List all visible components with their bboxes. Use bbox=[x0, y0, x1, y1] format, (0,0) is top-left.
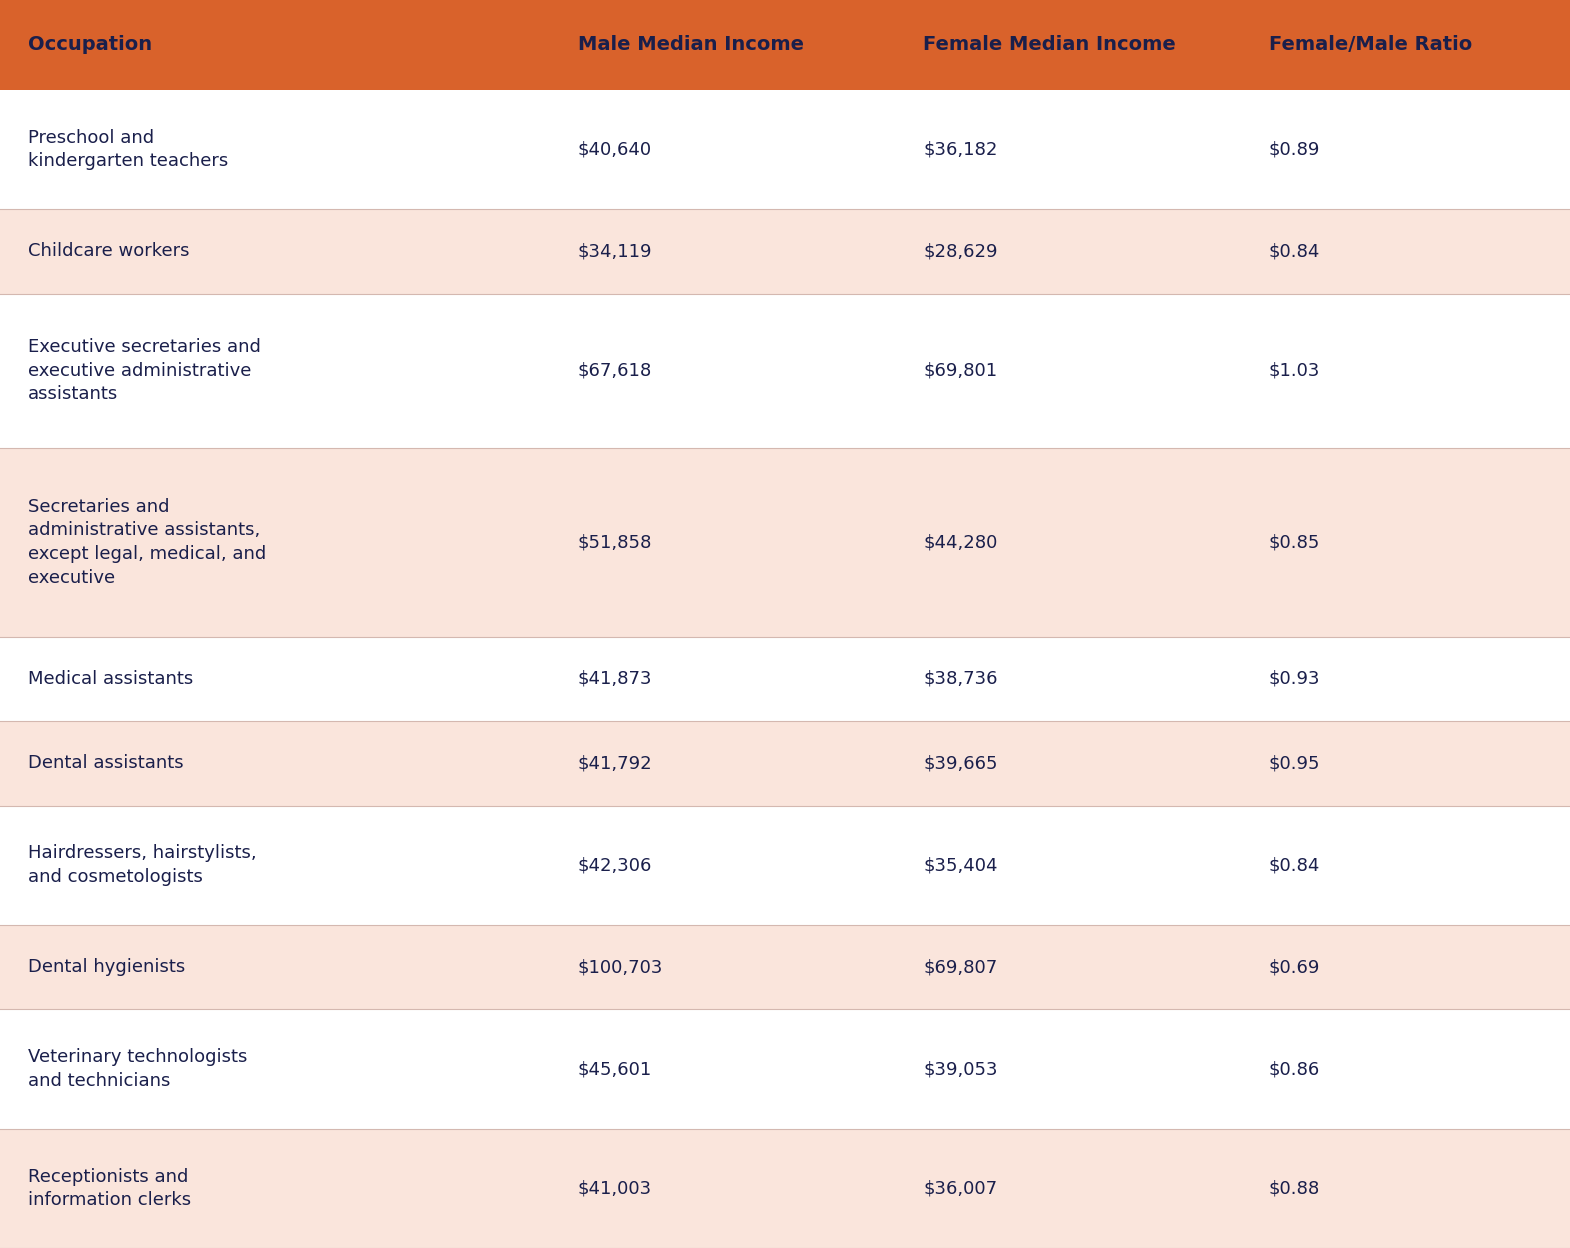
Text: $41,003: $41,003 bbox=[578, 1179, 652, 1197]
Text: Executive secretaries and
executive administrative
assistants: Executive secretaries and executive admi… bbox=[28, 338, 261, 403]
Bar bbox=[0, 806, 1570, 925]
Text: Female Median Income: Female Median Income bbox=[923, 35, 1176, 55]
Text: Secretaries and
administrative assistants,
except legal, medical, and
executive: Secretaries and administrative assistant… bbox=[28, 498, 267, 587]
Text: $0.84: $0.84 bbox=[1269, 856, 1320, 875]
Text: $34,119: $34,119 bbox=[578, 242, 652, 261]
Bar bbox=[0, 1128, 1570, 1248]
Text: Veterinary technologists
and technicians: Veterinary technologists and technicians bbox=[28, 1048, 248, 1090]
Text: $0.88: $0.88 bbox=[1269, 1179, 1320, 1197]
Text: $38,736: $38,736 bbox=[923, 670, 997, 688]
Bar bbox=[0, 925, 1570, 1010]
Bar bbox=[0, 1010, 1570, 1128]
Text: $36,007: $36,007 bbox=[923, 1179, 997, 1197]
Text: Dental assistants: Dental assistants bbox=[28, 754, 184, 773]
Text: $0.93: $0.93 bbox=[1269, 670, 1320, 688]
Bar bbox=[0, 636, 1570, 721]
Text: $45,601: $45,601 bbox=[578, 1060, 652, 1078]
Text: $69,801: $69,801 bbox=[923, 362, 997, 379]
Bar bbox=[0, 210, 1570, 293]
Text: Childcare workers: Childcare workers bbox=[28, 242, 190, 261]
Text: $42,306: $42,306 bbox=[578, 856, 652, 875]
Text: $40,640: $40,640 bbox=[578, 141, 652, 158]
Text: $0.95: $0.95 bbox=[1269, 754, 1320, 773]
Text: $0.86: $0.86 bbox=[1269, 1060, 1320, 1078]
Bar bbox=[0, 448, 1570, 636]
Text: $0.69: $0.69 bbox=[1269, 958, 1320, 976]
Text: $69,807: $69,807 bbox=[923, 958, 997, 976]
Text: Occupation: Occupation bbox=[28, 35, 152, 55]
Bar bbox=[0, 90, 1570, 210]
Text: $39,665: $39,665 bbox=[923, 754, 997, 773]
Text: $51,858: $51,858 bbox=[578, 533, 652, 552]
Text: Preschool and
kindergarten teachers: Preschool and kindergarten teachers bbox=[28, 129, 229, 170]
Text: $44,280: $44,280 bbox=[923, 533, 997, 552]
Text: $1.03: $1.03 bbox=[1269, 362, 1320, 379]
Bar bbox=[0, 0, 1570, 90]
Text: Medical assistants: Medical assistants bbox=[28, 670, 193, 688]
Text: Hairdressers, hairstylists,
and cosmetologists: Hairdressers, hairstylists, and cosmetol… bbox=[28, 845, 257, 886]
Text: $0.89: $0.89 bbox=[1269, 141, 1320, 158]
Text: $39,053: $39,053 bbox=[923, 1060, 997, 1078]
Text: Male Median Income: Male Median Income bbox=[578, 35, 804, 55]
Text: $28,629: $28,629 bbox=[923, 242, 997, 261]
Text: Receptionists and
information clerks: Receptionists and information clerks bbox=[28, 1168, 192, 1209]
Text: Dental hygienists: Dental hygienists bbox=[28, 958, 185, 976]
Text: $35,404: $35,404 bbox=[923, 856, 997, 875]
Text: $0.85: $0.85 bbox=[1269, 533, 1320, 552]
Bar bbox=[0, 721, 1570, 806]
Bar bbox=[0, 293, 1570, 448]
Text: $41,792: $41,792 bbox=[578, 754, 653, 773]
Text: $100,703: $100,703 bbox=[578, 958, 663, 976]
Text: $41,873: $41,873 bbox=[578, 670, 652, 688]
Text: $36,182: $36,182 bbox=[923, 141, 997, 158]
Text: Female/Male Ratio: Female/Male Ratio bbox=[1269, 35, 1471, 55]
Text: $67,618: $67,618 bbox=[578, 362, 652, 379]
Text: $0.84: $0.84 bbox=[1269, 242, 1320, 261]
